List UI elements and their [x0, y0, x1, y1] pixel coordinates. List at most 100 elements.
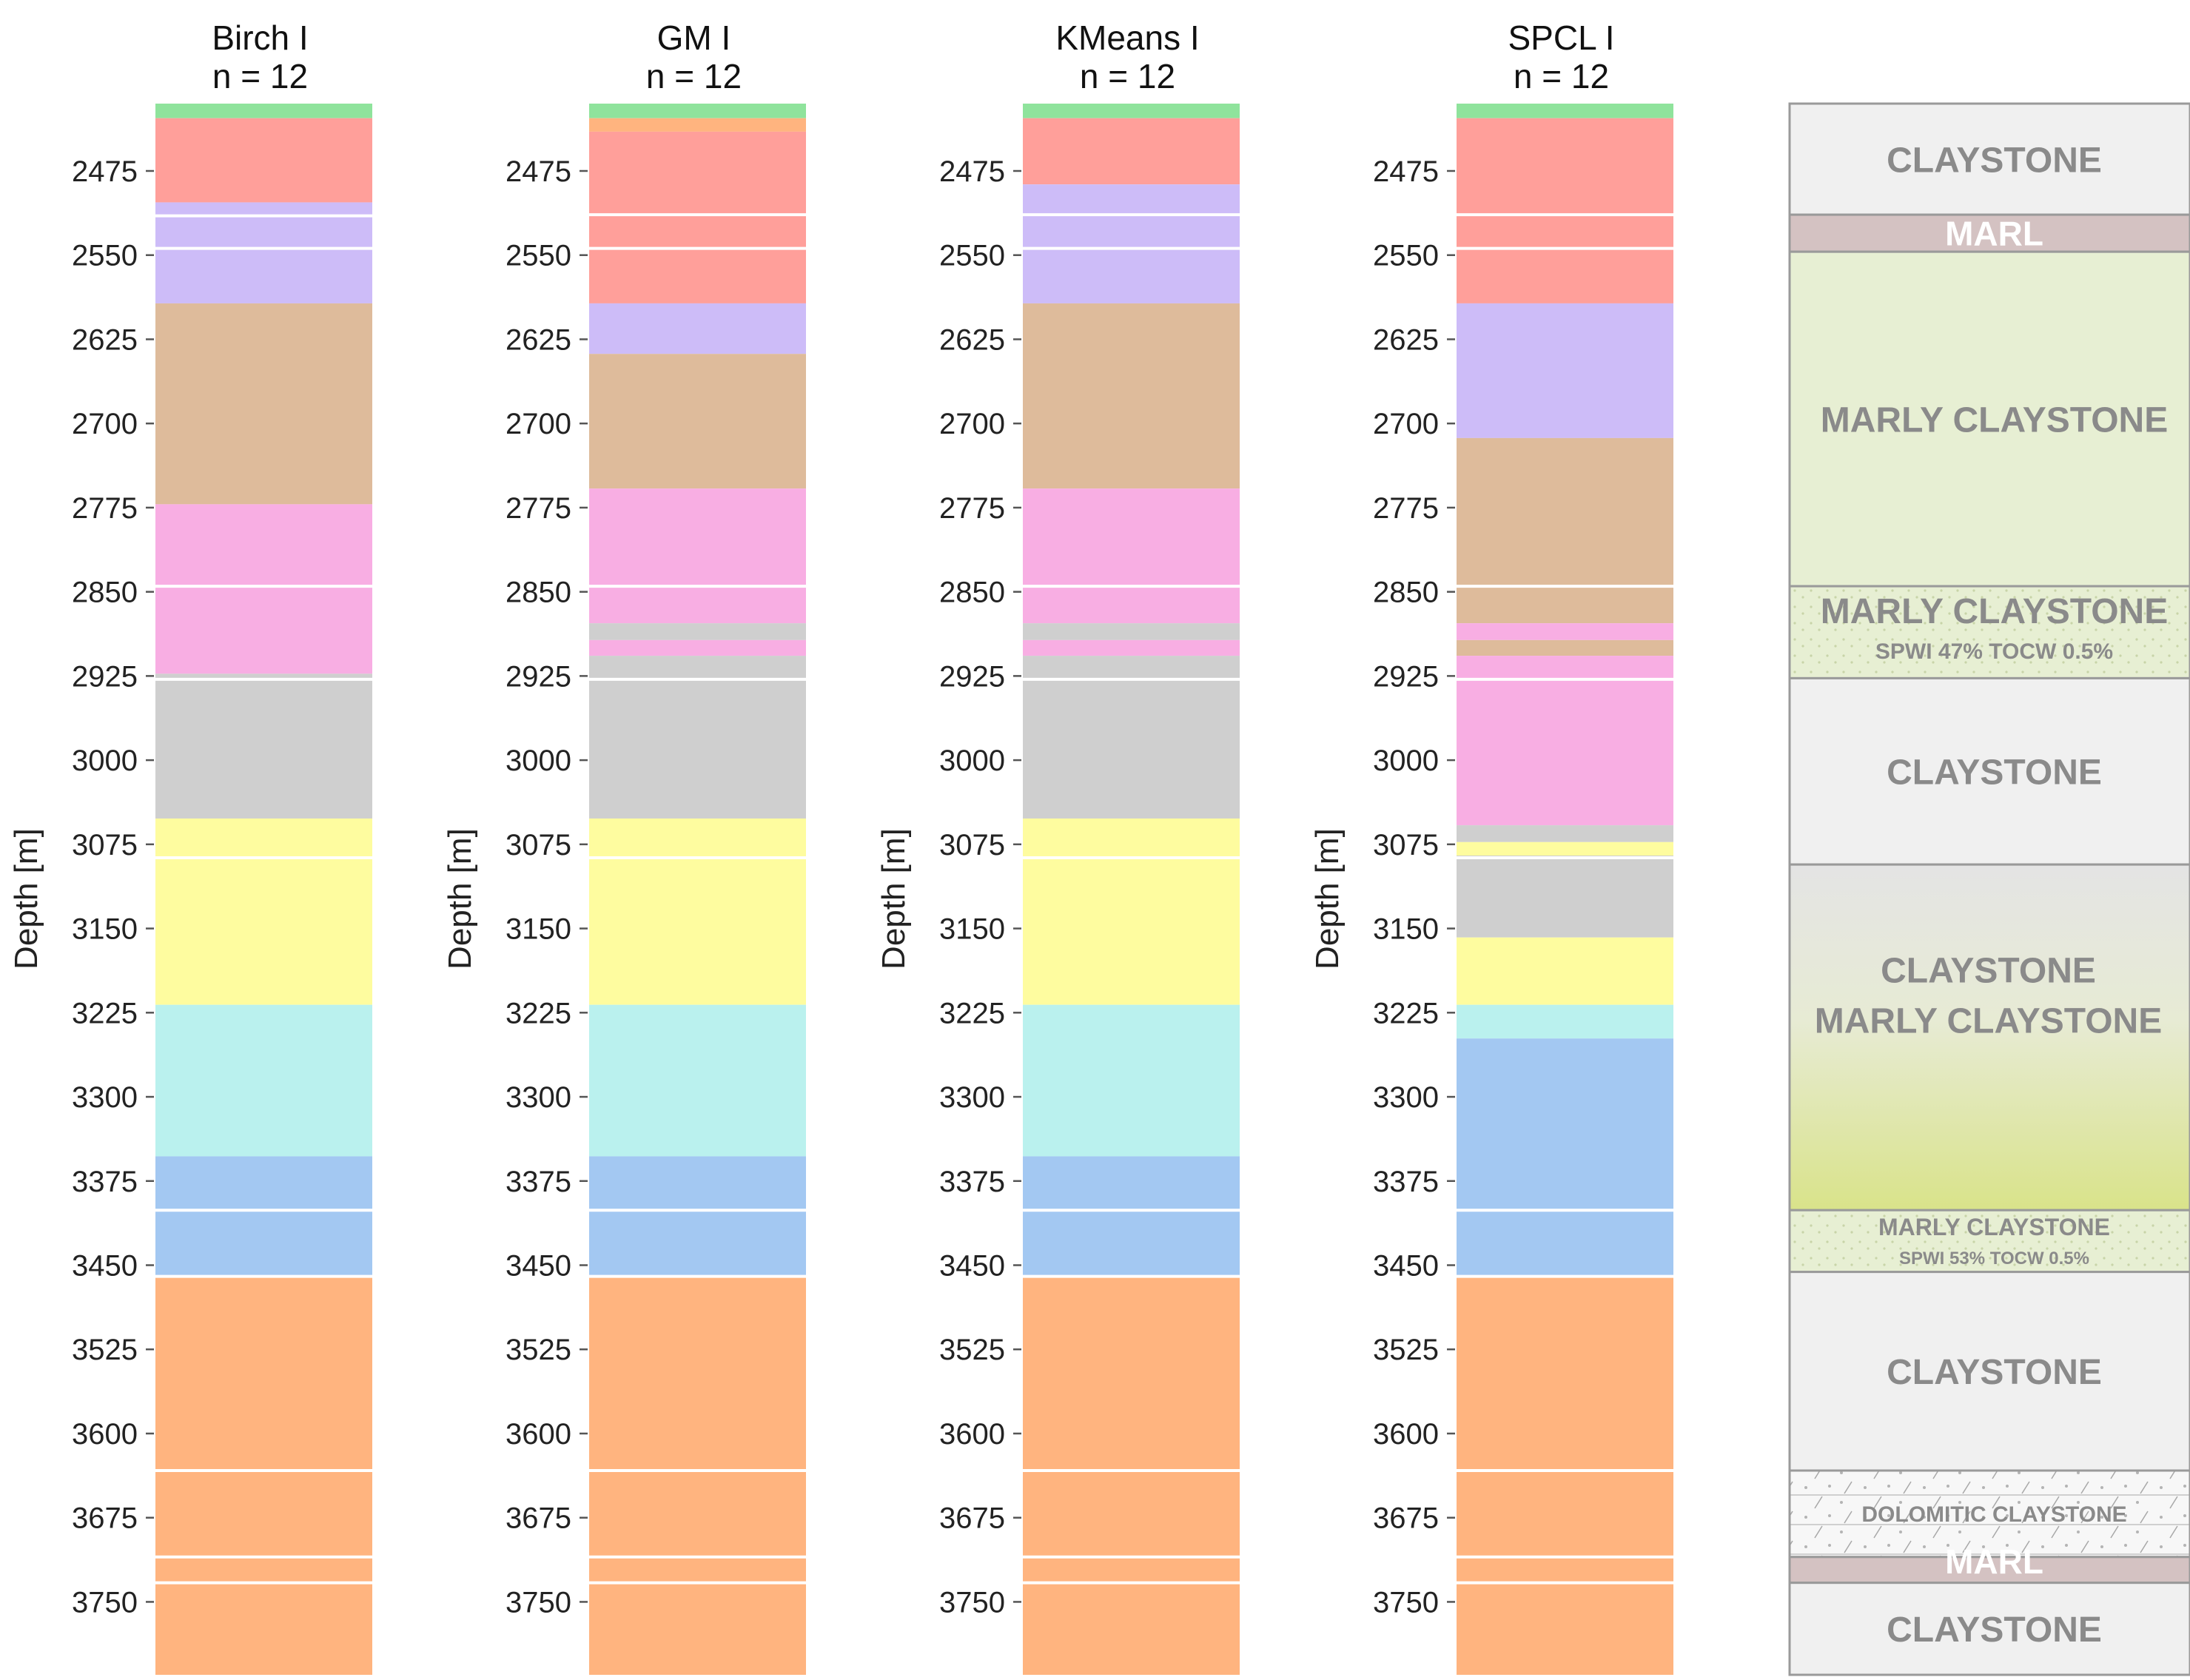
- cluster-segment: [1023, 639, 1240, 656]
- y-tick-label: 2775: [1373, 492, 1439, 525]
- y-tick-label: 3750: [505, 1586, 571, 1619]
- cluster-segment: [1023, 656, 1240, 819]
- y-tick-label: 3750: [939, 1586, 1005, 1619]
- cluster-segment: [589, 818, 806, 1005]
- cluster-segment: [155, 1156, 372, 1278]
- y-tick-label: 3300: [1373, 1081, 1439, 1114]
- cluster-segment: [1457, 623, 1673, 640]
- y-tick-label: 2475: [1373, 155, 1439, 188]
- cluster-segment: [1023, 1156, 1240, 1278]
- column-subtitle: n = 12: [1080, 57, 1175, 95]
- y-tick-label: 2550: [505, 240, 571, 272]
- y-tick-label: 2700: [1373, 408, 1439, 440]
- cluster-segment: [1457, 841, 1673, 856]
- y-tick-label: 3000: [505, 745, 571, 777]
- y-tick-label: 3075: [1373, 829, 1439, 861]
- cluster-segment: [1023, 1004, 1240, 1157]
- cluster-segment: [1457, 825, 1673, 842]
- cluster-segment: [1023, 184, 1240, 303]
- y-tick-label: 3375: [939, 1166, 1005, 1198]
- cluster-segment: [155, 1004, 372, 1157]
- y-tick-label: 2475: [72, 155, 138, 188]
- column-title: Birch I: [212, 19, 308, 57]
- cluster-segment: [1023, 623, 1240, 640]
- cluster-columns: Birch In = 12247525502625270027752850292…: [8, 19, 1673, 1675]
- y-tick-label: 2550: [939, 240, 1005, 272]
- lithology-label: MARLY CLAYSTONE: [1821, 400, 2168, 440]
- y-tick-label: 3675: [72, 1502, 138, 1535]
- y-tick-label: 3375: [1373, 1166, 1439, 1198]
- y-tick-label: 3375: [505, 1166, 571, 1198]
- lithology-label: MARL: [1945, 215, 2043, 253]
- column-title: SPCL I: [1508, 19, 1614, 57]
- cluster-segment: [155, 1277, 372, 1675]
- y-tick-label: 3600: [1373, 1418, 1439, 1451]
- cluster-segment: [589, 131, 806, 303]
- cluster-segment: [155, 818, 372, 1005]
- lithology-unit: CLAYSTONE: [1788, 102, 2190, 216]
- lithology-band: [1788, 102, 2190, 216]
- lithology-unit: MARLY CLAYSTONE: [1788, 250, 2190, 588]
- y-tick-label: 3525: [505, 1334, 571, 1366]
- cluster-segment: [1457, 1004, 1673, 1039]
- cluster-segment: [155, 504, 372, 674]
- lithology-label: CLAYSTONE: [1887, 141, 2102, 180]
- y-tick-label: 3225: [505, 997, 571, 1029]
- lithology-label: CLAYSTONE: [1887, 1353, 2102, 1392]
- cluster-segment: [589, 639, 806, 656]
- cluster-column: GM In = 12 2475 2550 2625 2700 2775 2850 2925 30…: [442, 19, 806, 1675]
- cluster-segment: [589, 118, 806, 132]
- column-subtitle: n = 12: [646, 57, 742, 95]
- y-tick-label: 3150: [72, 913, 138, 946]
- cluster-segment: [1457, 639, 1673, 656]
- cluster-segment: [1457, 656, 1673, 826]
- cluster-segment: [589, 488, 806, 624]
- y-tick-label: 2475: [505, 155, 571, 188]
- cluster-segment: [1023, 303, 1240, 489]
- y-tick-label: 3600: [505, 1418, 571, 1451]
- cluster-segment: [155, 303, 372, 505]
- y-tick-label: 3000: [1373, 745, 1439, 777]
- y-tick-label: 2925: [505, 660, 571, 693]
- y-tick-label: 2475: [939, 155, 1005, 188]
- cluster-segment: [155, 673, 372, 819]
- lithology-label: MARLY CLAYSTONE: [1878, 1214, 2110, 1240]
- lithology-band: [1788, 1271, 2190, 1472]
- y-tick-label: 3150: [1373, 913, 1439, 946]
- y-tick-label: 2775: [505, 492, 571, 525]
- lithology-sublabel: SPWI 47% TOCW 0.5%: [1875, 639, 2113, 664]
- column-subtitle: n = 12: [212, 57, 308, 95]
- y-tick-label: 2700: [72, 408, 138, 440]
- lithology-unit: MARLY CLAYSTONE SPWI 47% TOCW 0.5%: [1788, 585, 2190, 679]
- cluster-segment: [1457, 1038, 1673, 1278]
- cluster-column: KMeans In = 12 2475 2550 2625 2700 2775 2850 29…: [876, 19, 1240, 1675]
- y-tick-label: 2925: [72, 660, 138, 693]
- lithology-label: MARLY CLAYSTONE: [1815, 1002, 2162, 1041]
- y-tick-label: 3000: [939, 745, 1005, 777]
- y-tick-label: 3075: [72, 829, 138, 861]
- y-tick-label: 2850: [1373, 577, 1439, 609]
- lithology-band: [1788, 1469, 2190, 1559]
- lithology-label: CLAYSTONE: [1887, 1610, 2102, 1650]
- y-tick-label: 3300: [72, 1081, 138, 1114]
- y-tick-label: 3300: [505, 1081, 571, 1114]
- cluster-segment: [1457, 1277, 1673, 1675]
- y-tick-label: 3750: [1373, 1586, 1439, 1619]
- y-tick-label: 2775: [72, 492, 138, 525]
- y-tick-label: 3675: [505, 1502, 571, 1535]
- lithology-sublabel: SPWI 53% TOCW 0.5%: [1899, 1249, 2089, 1269]
- y-tick-label: 2850: [72, 577, 138, 609]
- y-tick-label: 2625: [1373, 323, 1439, 356]
- y-tick-label: 2550: [72, 240, 138, 272]
- y-tick-label: 2700: [505, 408, 571, 440]
- cluster-segment: [589, 1004, 806, 1157]
- cluster-segment: [589, 354, 806, 489]
- cluster-segment: [1023, 104, 1240, 118]
- lithology-label: CLAYSTONE: [1887, 753, 2102, 793]
- y-tick-label: 2925: [1373, 660, 1439, 693]
- y-tick-label: 3525: [1373, 1334, 1439, 1366]
- y-tick-label: 3225: [72, 997, 138, 1029]
- y-tick-label: 2775: [939, 492, 1005, 525]
- y-tick-label: 3225: [1373, 997, 1439, 1029]
